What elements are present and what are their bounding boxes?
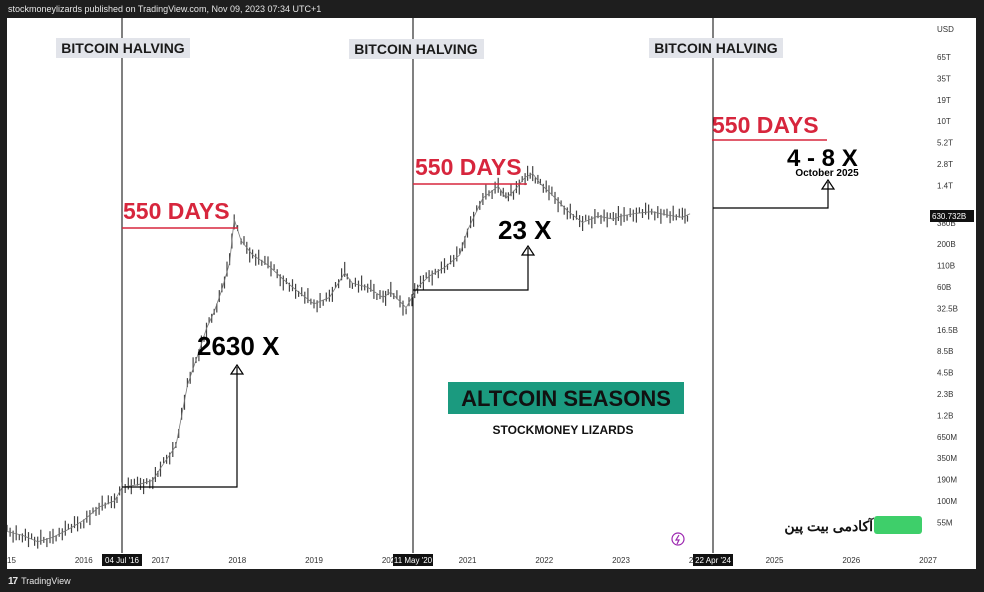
time-tick-label: 2016 [75, 556, 93, 565]
event-icon[interactable] [671, 532, 685, 546]
time-marker-bg [393, 554, 433, 566]
currency-label: USD [937, 25, 954, 34]
lightning-icon [674, 534, 680, 545]
time-tick-label: 2018 [228, 556, 246, 565]
price-tick-label: 1.2B [937, 411, 953, 420]
gain-label-2: 23 X [498, 215, 552, 245]
time-marker: 22 Apr '24 [693, 554, 733, 566]
price-tick-label: 650M [937, 433, 957, 442]
price-labels: 65T 35T 19T 10T 5.2T 2.8T 1.4T 380B 200B 110B 60B 3… [937, 53, 958, 527]
footer-brand: TradingView [21, 576, 71, 586]
price-series [6, 165, 691, 549]
price-tick-label: 190M [937, 476, 957, 485]
time-marker: 11 May '20 [393, 554, 433, 566]
event-icon-circle [671, 532, 685, 546]
time-tick-label: 2017 [152, 556, 170, 565]
gain-label-1: 2630 X [197, 331, 280, 361]
price-axis[interactable]: USD 65T 35T 19T 10T 5.2T 2.8T 1.4T 380B 200B 110B… [928, 18, 976, 569]
days-label-2: 550 DAYS [415, 154, 522, 180]
price-tick-label: 4.5B [937, 369, 953, 378]
time-tick-label: 2023 [612, 556, 630, 565]
chart-area[interactable]: USD 65T 35T 19T 10T 5.2T 2.8T 1.4T 380B 200B 110B… [0, 18, 976, 569]
time-marker-bg [693, 554, 733, 566]
current-price-text: 630.732B [932, 212, 966, 221]
halving-label-1: BITCOIN HALVING [56, 38, 190, 58]
gain-arrow-3-head [820, 178, 836, 190]
price-tick-label: 55M [937, 518, 953, 527]
gain-arrow-1 [122, 367, 238, 488]
gain-arrow-3 [713, 182, 829, 209]
gain-arrow-2 [413, 248, 529, 291]
price-tick-label: 1.4T [937, 181, 953, 190]
time-axis[interactable]: 2015201620172018201920202021202220232024… [0, 554, 937, 566]
price-tick-label: 60B [937, 283, 951, 292]
price-line [6, 173, 691, 543]
time-marker-bg [102, 554, 142, 566]
price-tick-label: 2.3B [937, 390, 953, 399]
chart-title: ALTCOIN SEASONS [461, 386, 671, 411]
publisher-line: stockmoneylizards published on TradingVi… [8, 4, 322, 14]
time-tick-label: 2026 [842, 556, 860, 565]
gain-label-3-sub: October 2025 [795, 168, 859, 179]
time-markers: 04 Jul '16 11 May '20 22 Apr '24 [102, 554, 733, 566]
halving-label-2-text: BITCOIN HALVING [354, 41, 478, 57]
time-marker-text: 11 May '20 [394, 556, 433, 565]
days-label-1: 550 DAYS [123, 198, 230, 224]
time-tick-label: 2022 [535, 556, 553, 565]
price-tick-label: 110B [937, 262, 955, 271]
time-tick-label: 2021 [459, 556, 477, 565]
time-tick-label: 2025 [766, 556, 784, 565]
gain-arrow-1-head [229, 363, 245, 375]
price-tick-label: 35T [937, 74, 951, 83]
time-tick-label: 2027 [919, 556, 937, 565]
price-tick-label: 2.8T [937, 160, 953, 169]
gain-arrow-2-head [520, 244, 536, 256]
gain-label-3: 4 - 8 X [787, 145, 858, 172]
days-label-3: 550 DAYS [712, 112, 819, 138]
current-price-tag: 630.732B [930, 210, 974, 222]
current-price-tag-bg [930, 210, 974, 222]
time-tick-label: 2015 [7, 556, 16, 565]
watermark: آکادمی بیت پین [784, 516, 922, 535]
price-tick-label: 65T [937, 53, 951, 62]
watermark-text: آکادمی بیت پین [784, 517, 874, 535]
price-tick-label: 200B [937, 240, 956, 249]
halving-label-1-bg [56, 38, 190, 58]
tradingview-logo-icon: 17 [8, 575, 18, 587]
halving-label-3-bg [649, 38, 783, 58]
halving-label-2-bg [349, 39, 484, 59]
time-labels: 2015201620172018201920202021202220232024… [0, 556, 937, 565]
price-axis-bg [928, 18, 976, 569]
time-tick-label: 2019 [305, 556, 323, 565]
halving-label-3-text: BITCOIN HALVING [654, 40, 778, 56]
price-tick-label: 380B [937, 219, 956, 228]
footer[interactable]: 17 TradingView [8, 574, 71, 588]
halving-label-1-text: BITCOIN HALVING [61, 40, 185, 56]
title-banner [448, 382, 684, 414]
price-tick-label: 16.5B [937, 326, 958, 335]
price-tick-label: 32.5B [937, 304, 958, 313]
watermark-badge [874, 516, 922, 534]
price-tick-label: 100M [937, 497, 957, 506]
time-tick-label: 2020 [382, 556, 400, 565]
chart-subtitle: STOCKMONEY LIZARDS [493, 423, 634, 437]
price-tick-label: 10T [937, 117, 951, 126]
price-tick-label: 19T [937, 96, 951, 105]
price-tick-label: 350M [937, 454, 957, 463]
price-tick-label: 8.5B [937, 347, 953, 356]
time-marker-text: 04 Jul '16 [105, 556, 140, 565]
time-marker-text: 22 Apr '24 [695, 556, 731, 565]
time-marker: 04 Jul '16 [102, 554, 142, 566]
price-tick-label: 5.2T [937, 139, 953, 148]
halving-label-2: BITCOIN HALVING [349, 39, 484, 59]
chart-svg: USD 65T 35T 19T 10T 5.2T 2.8T 1.4T 380B 200B 110B… [0, 18, 976, 569]
halving-label-3: BITCOIN HALVING [649, 38, 783, 58]
